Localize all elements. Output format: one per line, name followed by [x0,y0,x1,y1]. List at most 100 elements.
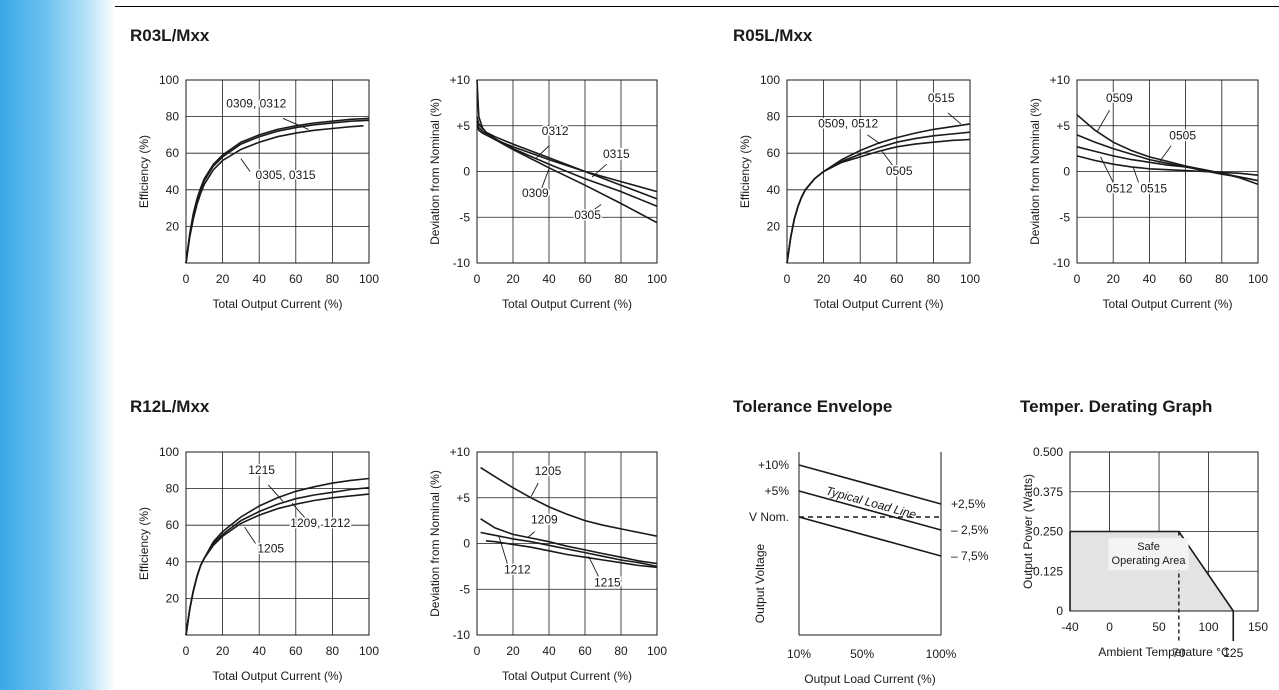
leader-line [541,168,550,189]
x-tick-label: 10% [787,647,811,661]
series-label: 0509, 0512 [818,117,878,131]
plot-frame [1069,451,1259,612]
x-tick-label: 0 [784,272,791,286]
plot-frame [185,79,370,264]
x-axis-label: Total Output Current (%) [1102,297,1232,311]
series-line [1076,114,1259,182]
envelope-line [798,464,942,505]
series-line [786,138,971,264]
series-line [480,466,658,537]
leader-line [244,526,256,544]
y-tick-label: -10 [1053,256,1071,270]
leader-line [1132,166,1139,183]
series-line [476,120,658,224]
series-line [1076,134,1259,182]
envelope-line [798,490,942,531]
series-line [185,477,370,636]
y-tick-label: 0.375 [1033,485,1063,499]
x-axis-label: Total Output Current (%) [502,297,632,311]
y-axis-label: Efficiency (%) [137,507,151,580]
y-tick-label: -5 [1059,210,1070,224]
series-label: 1209 [531,512,558,526]
y-tick-label: 40 [166,555,180,569]
right-level-label: – 2,5% [951,523,989,537]
left-level-label: V Nom. [749,510,789,524]
title-r03: R03L/Mxx [130,26,210,45]
y-tick-label: 80 [767,110,781,124]
series-label: 0505 [1169,128,1196,142]
series-line [786,123,971,264]
x-axis-label: Output Load Current (%) [804,672,935,686]
top-rule [115,6,1279,7]
y-axis-label: Efficiency (%) [738,135,752,208]
x-tick-label: 100 [1248,272,1268,286]
title-r12: R12L/Mxx [130,397,210,416]
plot-frame [476,451,658,636]
series-label: 0305, 0315 [256,168,316,182]
y-tick-label: 60 [767,146,781,160]
x-tick-label: 60 [578,644,592,658]
plot-frame [185,451,370,636]
x-axis-label: Total Output Current (%) [212,297,342,311]
left-level-label: +10% [758,458,789,472]
series-line [476,125,658,193]
x-tick-label: 80 [1215,272,1229,286]
x-tick-label: 100 [960,272,980,286]
y-tick-label: 0 [1056,604,1063,618]
series-line [185,125,364,264]
y-tick-label: 20 [166,591,180,605]
series-label: 0509 [1106,91,1133,105]
y-tick-label: 0 [463,537,470,551]
series-line [476,79,658,200]
series-line [185,486,370,636]
y-tick-label: +5 [1056,119,1070,133]
x-tick-label: 40 [542,272,556,286]
y-tick-label: 100 [159,445,179,459]
x-tick-label: 0 [1106,620,1113,634]
leader-line [591,163,607,178]
leader-line [536,145,550,159]
leader-line [268,484,284,502]
y-tick-label: 60 [166,146,180,160]
y-tick-label: +10 [450,445,471,459]
x-tick-label: 60 [890,272,904,286]
x-axis-label: Total Output Current (%) [813,297,943,311]
series-line [480,518,658,565]
y-axis-label: Deviation from Nominal (%) [428,98,442,245]
x-tick-label: 100 [647,644,667,658]
x-tick-label: 60 [289,272,303,286]
leader-line [947,112,962,125]
leader-line [867,134,881,145]
plot-frame [1076,79,1259,264]
x-tick-label: 40 [253,272,267,286]
x-tick-label: 100 [359,644,379,658]
x-tick-label: 60 [1179,272,1193,286]
x-tick-label: 100% [926,647,957,661]
series-label: 1215 [248,463,275,477]
leader-line [1158,145,1172,164]
x-tick-label: 0 [1074,272,1081,286]
y-tick-label: 20 [166,219,180,233]
series-line [480,531,658,568]
leader-line [588,556,600,579]
x-tick-label: 80 [927,272,941,286]
y-tick-label: 80 [166,482,180,496]
series-label: 0512 [1106,182,1133,196]
leader-line [530,482,539,498]
x-tick-label: 20 [506,644,520,658]
x-tick-label: 80 [614,272,628,286]
x-tick-label: 150 [1248,620,1268,634]
series-line [485,540,658,569]
right-level-label: +2,5% [951,497,986,511]
right-level-label: – 7,5% [951,549,989,563]
sidebar-gradient [0,0,115,690]
x-tick-label: 80 [326,272,340,286]
x-axis-label: Total Output Current (%) [212,669,342,683]
y-tick-label: +5 [456,119,470,133]
temperature-marker-label: 125 [1223,646,1243,660]
leader-line [282,118,309,130]
leader-line [240,158,251,172]
leader-line [527,531,535,539]
title-r05: R05L/Mxx [733,26,813,45]
